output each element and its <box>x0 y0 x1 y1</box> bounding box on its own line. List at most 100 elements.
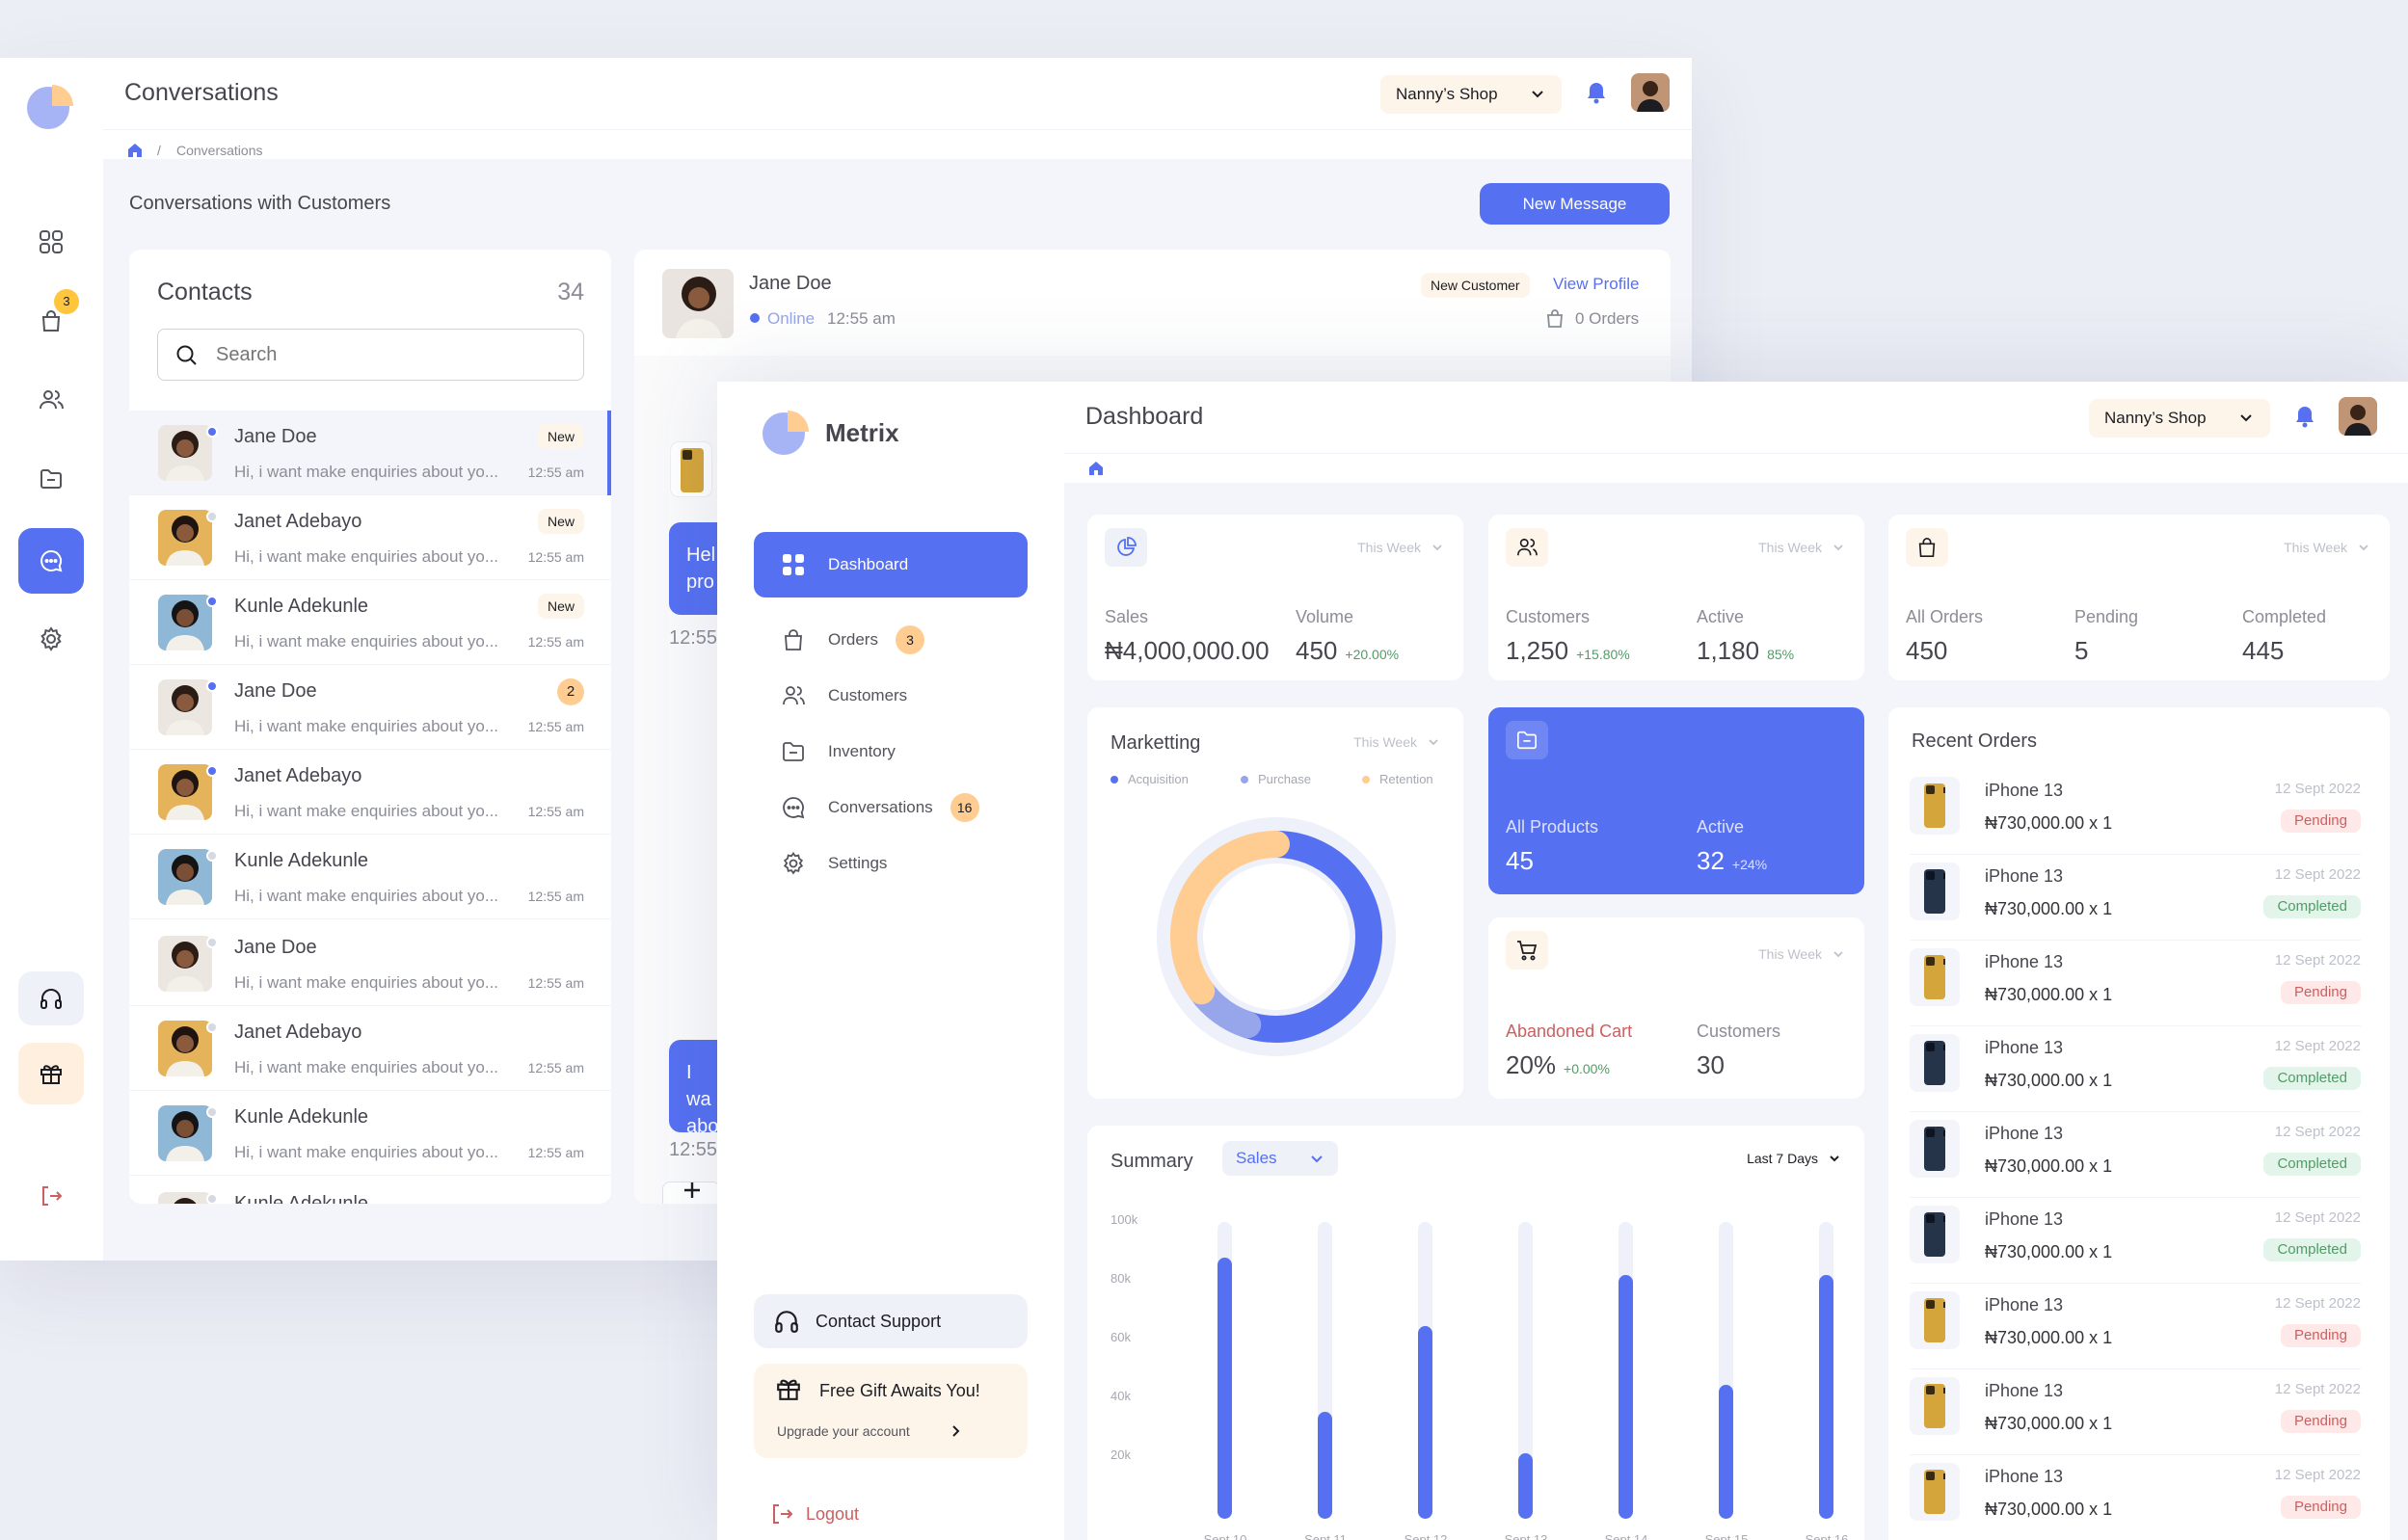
breadcrumb-current[interactable]: Conversations <box>176 143 263 158</box>
active-value: 1,180 <box>1697 636 1760 665</box>
summary-metric-selector[interactable]: Sales <box>1222 1141 1338 1176</box>
home-icon[interactable] <box>126 142 144 159</box>
presence-dot <box>206 1106 218 1118</box>
app-logo-icon <box>763 411 809 455</box>
contact-row[interactable]: Jane Doe Hi, i want make enquiries about… <box>129 411 611 495</box>
contact-row[interactable]: Jane Doe Hi, i want make enquiries about… <box>129 921 611 1006</box>
inventory-folder-icon[interactable] <box>33 461 69 497</box>
contact-row[interactable]: Jane Doe Hi, i want make enquiries about… <box>129 665 611 750</box>
order-row[interactable]: iPhone 13 ₦730,000.00 x 1 12 Sept 2022 C… <box>1910 1026 2361 1112</box>
active-stat: 1,180 85% <box>1697 636 1794 666</box>
conversations-chat-icon[interactable] <box>18 528 84 594</box>
orders-bag-icon[interactable]: 3 <box>33 289 79 339</box>
attach-button[interactable] <box>662 1182 720 1204</box>
settings-gear-icon[interactable] <box>33 621 69 657</box>
abandoned-cart-value: 20% <box>1506 1050 1557 1079</box>
contact-row[interactable]: Janet Adebayo Hi, i want make enquiries … <box>129 1006 611 1091</box>
shop-selector[interactable]: Nanny’s Shop <box>1380 75 1562 114</box>
legend-item: Acquisition <box>1110 772 1241 786</box>
bar-sept-14[interactable] <box>1619 1275 1633 1519</box>
contact-message-preview: Hi, i want make enquiries about yo... <box>234 463 499 481</box>
x-tick-label: Sept 13 <box>1504 1532 1548 1540</box>
dashboard-icon[interactable] <box>33 224 69 260</box>
order-row[interactable]: iPhone 13 ₦730,000.00 x 1 12 Sept 2022 P… <box>1910 1369 2361 1455</box>
summary-range-selector[interactable]: Last 7 Days <box>1747 1151 1841 1166</box>
contact-row[interactable]: Janet Adebayo Hi, i want make enquiries … <box>129 495 611 580</box>
iphone-thumbnail <box>1910 1291 1960 1349</box>
marketing-card: Marketting This Week Acquisition Purchas… <box>1087 707 1463 1099</box>
order-row[interactable]: iPhone 13 ₦730,000.00 x 1 12 Sept 2022 P… <box>1910 1455 2361 1540</box>
period-selector[interactable]: This Week <box>1758 540 1845 555</box>
contact-row[interactable]: Kunle Adekunle Hi, i want make enquiries… <box>129 580 611 665</box>
bar-sept-16[interactable] <box>1819 1275 1833 1519</box>
bar-sept-13[interactable] <box>1518 1453 1533 1519</box>
order-row[interactable]: iPhone 13 ₦730,000.00 x 1 12 Sept 2022 P… <box>1910 1284 2361 1369</box>
order-row[interactable]: iPhone 13 ₦730,000.00 x 1 12 Sept 2022 C… <box>1910 1112 2361 1198</box>
order-row[interactable]: iPhone 13 ₦730,000.00 x 1 12 Sept 2022 P… <box>1910 941 2361 1026</box>
contact-row[interactable]: Kunle Adekunle <box>129 1178 611 1204</box>
order-row[interactable]: iPhone 13 ₦730,000.00 x 1 12 Sept 2022 C… <box>1910 1198 2361 1284</box>
nav-badge: 3 <box>895 625 924 654</box>
contact-row[interactable]: Kunle Adekunle Hi, i want make enquiries… <box>129 1091 611 1176</box>
inventory-folder-icon <box>780 738 807 765</box>
home-icon[interactable] <box>1087 460 1105 477</box>
support-headphones-icon[interactable] <box>18 971 84 1025</box>
contact-time: 12:55 am <box>527 719 584 734</box>
nav-settings[interactable]: Settings <box>754 831 1028 896</box>
message-text: I wa abo <box>686 1062 719 1137</box>
logout-button[interactable]: Logout <box>769 1501 859 1527</box>
volume-stat: 450 +20.00% <box>1296 636 1399 666</box>
bar-sept-10[interactable] <box>1217 1257 1232 1519</box>
period-selector[interactable]: This Week <box>1357 540 1444 555</box>
search-field[interactable] <box>157 329 584 381</box>
chevron-down-icon <box>1429 739 1438 746</box>
gift-card[interactable]: Free Gift Awaits You! Upgrade your accou… <box>754 1364 1028 1458</box>
search-input[interactable] <box>216 341 573 368</box>
nav-customers[interactable]: Customers <box>754 663 1028 729</box>
customers-icon[interactable] <box>33 382 69 418</box>
order-row[interactable]: iPhone 13 ₦730,000.00 x 1 12 Sept 2022 P… <box>1910 769 2361 855</box>
legend-swatch <box>1110 775 1118 783</box>
logout-icon[interactable] <box>33 1178 69 1214</box>
period-selector[interactable]: This Week <box>1353 734 1440 750</box>
period-selector[interactable]: This Week <box>2284 540 2370 555</box>
contact-support-button[interactable]: Contact Support <box>754 1294 1028 1348</box>
user-avatar[interactable] <box>2339 397 2377 436</box>
bar-sept-11[interactable] <box>1318 1412 1332 1519</box>
contact-row[interactable]: Janet Adebayo Hi, i want make enquiries … <box>129 750 611 835</box>
contact-message-preview: Hi, i want make enquiries about yo... <box>234 632 499 651</box>
order-date: 12 Sept 2022 <box>2274 1038 2361 1054</box>
new-message-button[interactable]: New Message <box>1480 183 1670 225</box>
sales-value: ₦4,000,000.00 <box>1105 636 1270 665</box>
view-profile-link[interactable]: View Profile <box>1553 275 1640 293</box>
notification-bell-icon[interactable] <box>2294 405 2315 428</box>
brand-name: Metrix <box>825 418 899 447</box>
user-avatar[interactable] <box>1631 73 1670 112</box>
volume-label: Volume <box>1296 607 1354 626</box>
nav-orders[interactable]: Orders 3 <box>754 607 1028 673</box>
nav-inventory[interactable]: Inventory <box>754 719 1028 784</box>
bar-sept-15[interactable] <box>1719 1385 1733 1519</box>
cart-icon <box>1506 931 1548 969</box>
donut-slice-retention[interactable] <box>1170 831 1382 1043</box>
contact-row[interactable]: Kunle Adekunle Hi, i want make enquiries… <box>129 835 611 919</box>
legend-label: Retention <box>1379 772 1433 786</box>
nav-dashboard[interactable]: Dashboard <box>754 532 1028 597</box>
order-status-badge: Completed <box>2263 1153 2361 1176</box>
bar-sept-12[interactable] <box>1418 1325 1432 1519</box>
chevron-down-icon <box>1833 544 1843 551</box>
abandoned-cart-change: +0.00% <box>1564 1061 1610 1076</box>
period-selector[interactable]: This Week <box>1758 946 1845 962</box>
presence-dot <box>206 511 218 522</box>
gift-icon[interactable] <box>18 1043 84 1104</box>
contact-time: 12:55 am <box>527 465 584 480</box>
marketing-donut-chart <box>1157 817 1396 1056</box>
shop-selector[interactable]: Nanny’s Shop <box>2089 399 2270 438</box>
order-date: 12 Sept 2022 <box>2274 1209 2361 1226</box>
search-icon <box>176 345 197 365</box>
notification-bell-icon[interactable] <box>1586 81 1607 104</box>
abandoned-cart-label: Abandoned Cart <box>1506 1022 1633 1041</box>
nav-conversations[interactable]: Conversations 16 <box>754 775 1028 840</box>
order-row[interactable]: iPhone 13 ₦730,000.00 x 1 12 Sept 2022 C… <box>1910 855 2361 941</box>
legend-label: Purchase <box>1258 772 1311 786</box>
